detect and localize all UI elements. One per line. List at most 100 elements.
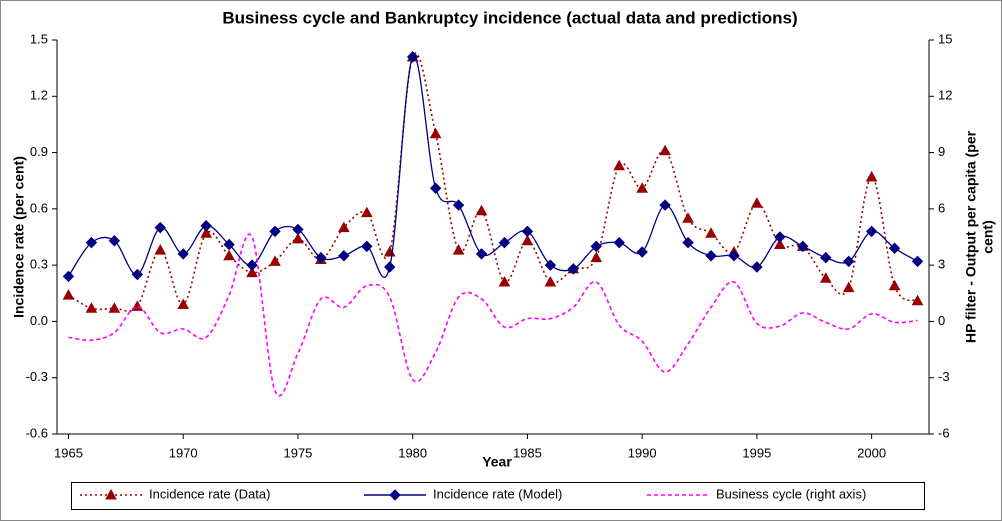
marker	[773, 238, 786, 250]
marker	[108, 235, 121, 247]
marker	[85, 302, 98, 313]
y2-tick-label: 6	[938, 200, 945, 215]
x-tick-label: 1980	[398, 445, 427, 460]
marker	[246, 259, 258, 271]
y2-tick-label: 9	[938, 144, 945, 159]
marker	[177, 248, 189, 260]
chart-title: Business cycle and Bankruptcy incidence …	[222, 8, 797, 27]
marker	[154, 244, 167, 255]
marker	[567, 263, 580, 275]
marker	[819, 272, 832, 283]
marker	[636, 246, 648, 258]
marker	[200, 227, 213, 238]
y-tick-label: -0.3	[26, 369, 48, 384]
x-tick-label: 1995	[742, 445, 771, 460]
marker	[200, 220, 212, 232]
y-tick-label: 0.0	[30, 313, 48, 328]
marker	[361, 240, 373, 253]
marker	[682, 236, 694, 249]
marker	[108, 302, 121, 313]
y-tick-label: 0.9	[30, 144, 48, 159]
x-tick-label: 2000	[857, 445, 886, 460]
x-tick-label: 1985	[513, 445, 542, 460]
marker	[131, 268, 144, 281]
y2-tick-label: 3	[938, 257, 945, 272]
y2-tick-label: 15	[938, 31, 952, 46]
legend-label: Business cycle (right axis)	[716, 486, 866, 501]
marker	[590, 251, 603, 263]
marker	[338, 250, 350, 262]
marker	[292, 223, 304, 236]
marker	[544, 275, 557, 287]
legend-label: Incidence rate (Model)	[433, 486, 562, 501]
y2-axis-title: cent)	[980, 220, 996, 253]
marker	[406, 51, 419, 63]
marker	[705, 227, 717, 238]
marker	[360, 206, 373, 218]
marker	[865, 225, 878, 238]
marker	[337, 221, 350, 233]
y2-tick-label: 0	[938, 313, 945, 328]
marker	[429, 182, 442, 194]
y-tick-label: 0.3	[30, 257, 48, 272]
x-tick-label: 1975	[283, 445, 312, 460]
marker	[751, 197, 763, 208]
x-axis-title: Year	[482, 454, 512, 470]
y-tick-label: 1.5	[30, 31, 48, 46]
marker	[774, 231, 786, 243]
marker	[682, 212, 694, 223]
marker	[452, 244, 465, 255]
series-line	[68, 233, 918, 397]
marker	[751, 261, 763, 273]
marker	[384, 261, 396, 273]
legend-label: Incidence rate (Data)	[149, 486, 270, 501]
marker	[613, 236, 625, 249]
marker	[797, 240, 809, 253]
marker	[820, 251, 832, 264]
marker	[154, 221, 166, 234]
marker	[177, 298, 190, 310]
y2-tick-label: -6	[938, 425, 950, 440]
series-line	[67, 55, 918, 278]
y2-tick-label: -3	[938, 369, 950, 384]
marker	[269, 225, 281, 238]
marker	[613, 159, 626, 171]
marker	[911, 294, 924, 306]
marker	[888, 279, 901, 291]
marker	[269, 255, 281, 266]
marker	[429, 127, 442, 139]
marker	[544, 259, 557, 271]
marker	[315, 251, 327, 264]
y2-axis-title: HP filter - Output per capita (per	[963, 130, 979, 343]
marker	[659, 144, 671, 156]
marker	[842, 255, 855, 268]
x-tick-label: 1990	[628, 445, 657, 460]
marker	[521, 234, 534, 246]
marker	[452, 199, 465, 211]
marker	[888, 242, 901, 254]
marker	[498, 275, 511, 287]
marker	[911, 255, 924, 268]
y-tick-label: 1.2	[30, 88, 48, 103]
marker	[521, 225, 534, 238]
y-tick-label: 0.6	[30, 200, 48, 215]
y2-tick-label: 12	[938, 88, 952, 103]
marker	[728, 250, 740, 262]
y-tick-label: -0.6	[26, 425, 48, 440]
marker	[498, 236, 511, 249]
x-tick-label: 1965	[54, 445, 83, 460]
marker	[62, 289, 75, 300]
marker	[131, 300, 144, 311]
marker	[292, 232, 304, 244]
marker	[590, 240, 602, 253]
marker	[246, 266, 258, 278]
marker	[842, 281, 855, 293]
y-axis-title: Incidence rate (per cent)	[11, 156, 27, 318]
marker	[705, 250, 717, 262]
marker	[85, 236, 98, 249]
marker	[223, 238, 235, 251]
legend-marker	[105, 488, 117, 500]
marker	[62, 270, 75, 283]
